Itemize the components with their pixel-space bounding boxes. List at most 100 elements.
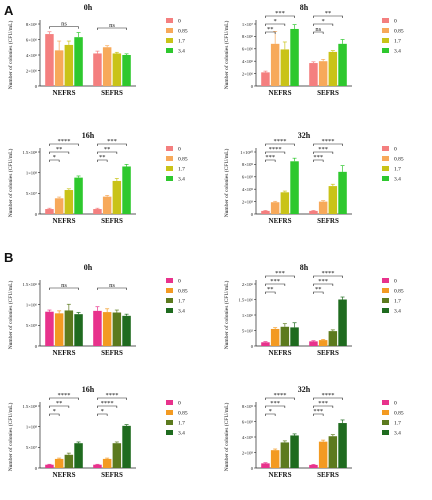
legend-swatch xyxy=(382,308,389,313)
legend-label: 0.85 xyxy=(394,411,404,417)
bar xyxy=(318,61,328,86)
bar xyxy=(261,72,270,86)
y-tick-label: 0 xyxy=(251,84,254,89)
legend-label: 0.85 xyxy=(394,289,404,295)
y-tick-label: 0 xyxy=(251,344,254,349)
bar xyxy=(338,423,347,468)
y-tick-label: 2×10⁹ xyxy=(242,199,253,204)
category-label: SEFRS xyxy=(317,217,339,225)
y-tick-label: 4×10⁶ xyxy=(26,53,37,58)
significance-label: *** xyxy=(313,154,323,161)
significance-bracket xyxy=(313,31,324,34)
legend-label: 0.85 xyxy=(178,157,188,163)
bar xyxy=(338,43,347,86)
significance-label: ** xyxy=(325,10,332,17)
legend-label: 3.4 xyxy=(178,177,185,183)
bar xyxy=(270,43,280,86)
y-axis-label: Number of colonies (CFU/mL) xyxy=(7,403,14,472)
y-tick-label: 0 xyxy=(35,84,38,89)
legend-label: 3.4 xyxy=(394,49,401,55)
bar xyxy=(45,464,54,468)
y-tick-label: 1.5×10⁶ xyxy=(22,282,37,287)
bar xyxy=(338,171,347,214)
bar xyxy=(290,161,299,214)
y-tick-label: 5×10⁷ xyxy=(26,191,37,196)
bar xyxy=(261,342,270,346)
y-axis-label: Number of colonies (CFU/mL) xyxy=(7,149,14,218)
chart-a-8h: 8h Number of colonies (CFU/mL) 0 2×10⁶ 4×10⁶… xyxy=(223,3,404,97)
legend-label: 0.85 xyxy=(394,157,404,163)
bar xyxy=(112,443,122,468)
significance-label: *** xyxy=(270,278,280,285)
bar xyxy=(93,53,102,86)
legend-swatch xyxy=(382,176,389,181)
significance-label: **** xyxy=(274,392,287,399)
y-axis-label: Number of colonies (CFU/mL) xyxy=(7,21,14,90)
y-tick-label: 6×10⁶ xyxy=(26,37,37,42)
bar xyxy=(338,299,347,346)
category-label: NEFRS xyxy=(53,471,76,479)
category-label: NEFRS xyxy=(53,217,76,225)
legend-swatch xyxy=(166,156,173,161)
bar xyxy=(54,313,64,346)
y-tick-label: 8×10⁶ xyxy=(26,22,37,27)
legend-swatch xyxy=(166,308,173,313)
legend-label: 1.7 xyxy=(394,421,401,427)
bar xyxy=(102,312,112,346)
y-tick-label: 5×10⁷ xyxy=(26,445,37,450)
bar xyxy=(74,443,83,468)
significance-bracket xyxy=(265,413,276,416)
category-label: SEFRS xyxy=(101,471,123,479)
legend-label: 1.7 xyxy=(394,299,401,305)
legend-swatch xyxy=(166,18,173,23)
chart-title: 0h xyxy=(84,3,93,12)
bar xyxy=(74,37,83,86)
significance-label: **** xyxy=(106,392,119,399)
bar xyxy=(280,49,290,86)
significance-label: **** xyxy=(322,392,335,399)
chart-grid: 0h Number of colonies (CFU/mL) 0 2×10⁶ 4×10⁶… xyxy=(7,3,404,479)
bar xyxy=(328,331,338,346)
significance-bracket xyxy=(313,143,343,146)
bar xyxy=(309,464,318,468)
significance-bracket xyxy=(313,159,324,162)
y-tick-label: 0 xyxy=(35,212,38,217)
legend-swatch xyxy=(166,410,173,415)
significance-label: **** xyxy=(58,392,71,399)
significance-bracket xyxy=(313,405,334,408)
y-tick-label: 2×10⁹ xyxy=(242,450,253,455)
bar xyxy=(102,196,112,214)
legend-swatch xyxy=(382,278,389,283)
significance-bracket xyxy=(265,397,295,400)
category-label: SEFRS xyxy=(101,89,123,97)
category-label: SEFRS xyxy=(317,471,339,479)
category-label: NEFRS xyxy=(269,89,292,97)
y-tick-label: 2×10⁶ xyxy=(242,71,253,76)
significance-label: **** xyxy=(274,138,287,145)
legend-swatch xyxy=(166,278,173,283)
chart-b-16h: 16h Number of colonies (CFU/mL) 0 5×10⁷ 1×10… xyxy=(7,385,188,479)
y-tick-label: 1.5×10⁸ xyxy=(22,150,37,155)
y-tick-label: 5×10⁵ xyxy=(242,328,253,333)
significance-bracket xyxy=(265,405,286,408)
category-label: NEFRS xyxy=(269,471,292,479)
bar xyxy=(309,210,318,214)
significance-bracket xyxy=(313,15,343,18)
significance-bracket xyxy=(265,151,286,154)
significance-label: ** xyxy=(267,286,274,293)
significance-bracket xyxy=(265,23,286,26)
chart-b-0h: 0h Number of colonies (CFU/mL) 0 5×10⁵ 1×10⁶… xyxy=(7,263,188,357)
bar xyxy=(318,201,328,214)
chart-b-8h: 8h Number of colonies (CFU/mL) 0 5×10⁵ 1×10⁶… xyxy=(223,263,404,357)
legend-label: 1.7 xyxy=(178,39,185,45)
bar xyxy=(290,435,299,468)
legend-swatch xyxy=(166,48,173,53)
legend-swatch xyxy=(382,288,389,293)
bar xyxy=(112,180,122,214)
y-tick-label: 6×10⁹ xyxy=(242,419,253,424)
legend-label: 1.7 xyxy=(178,167,185,173)
legend-swatch xyxy=(382,410,389,415)
legend-swatch xyxy=(166,38,173,43)
bar xyxy=(122,315,131,346)
